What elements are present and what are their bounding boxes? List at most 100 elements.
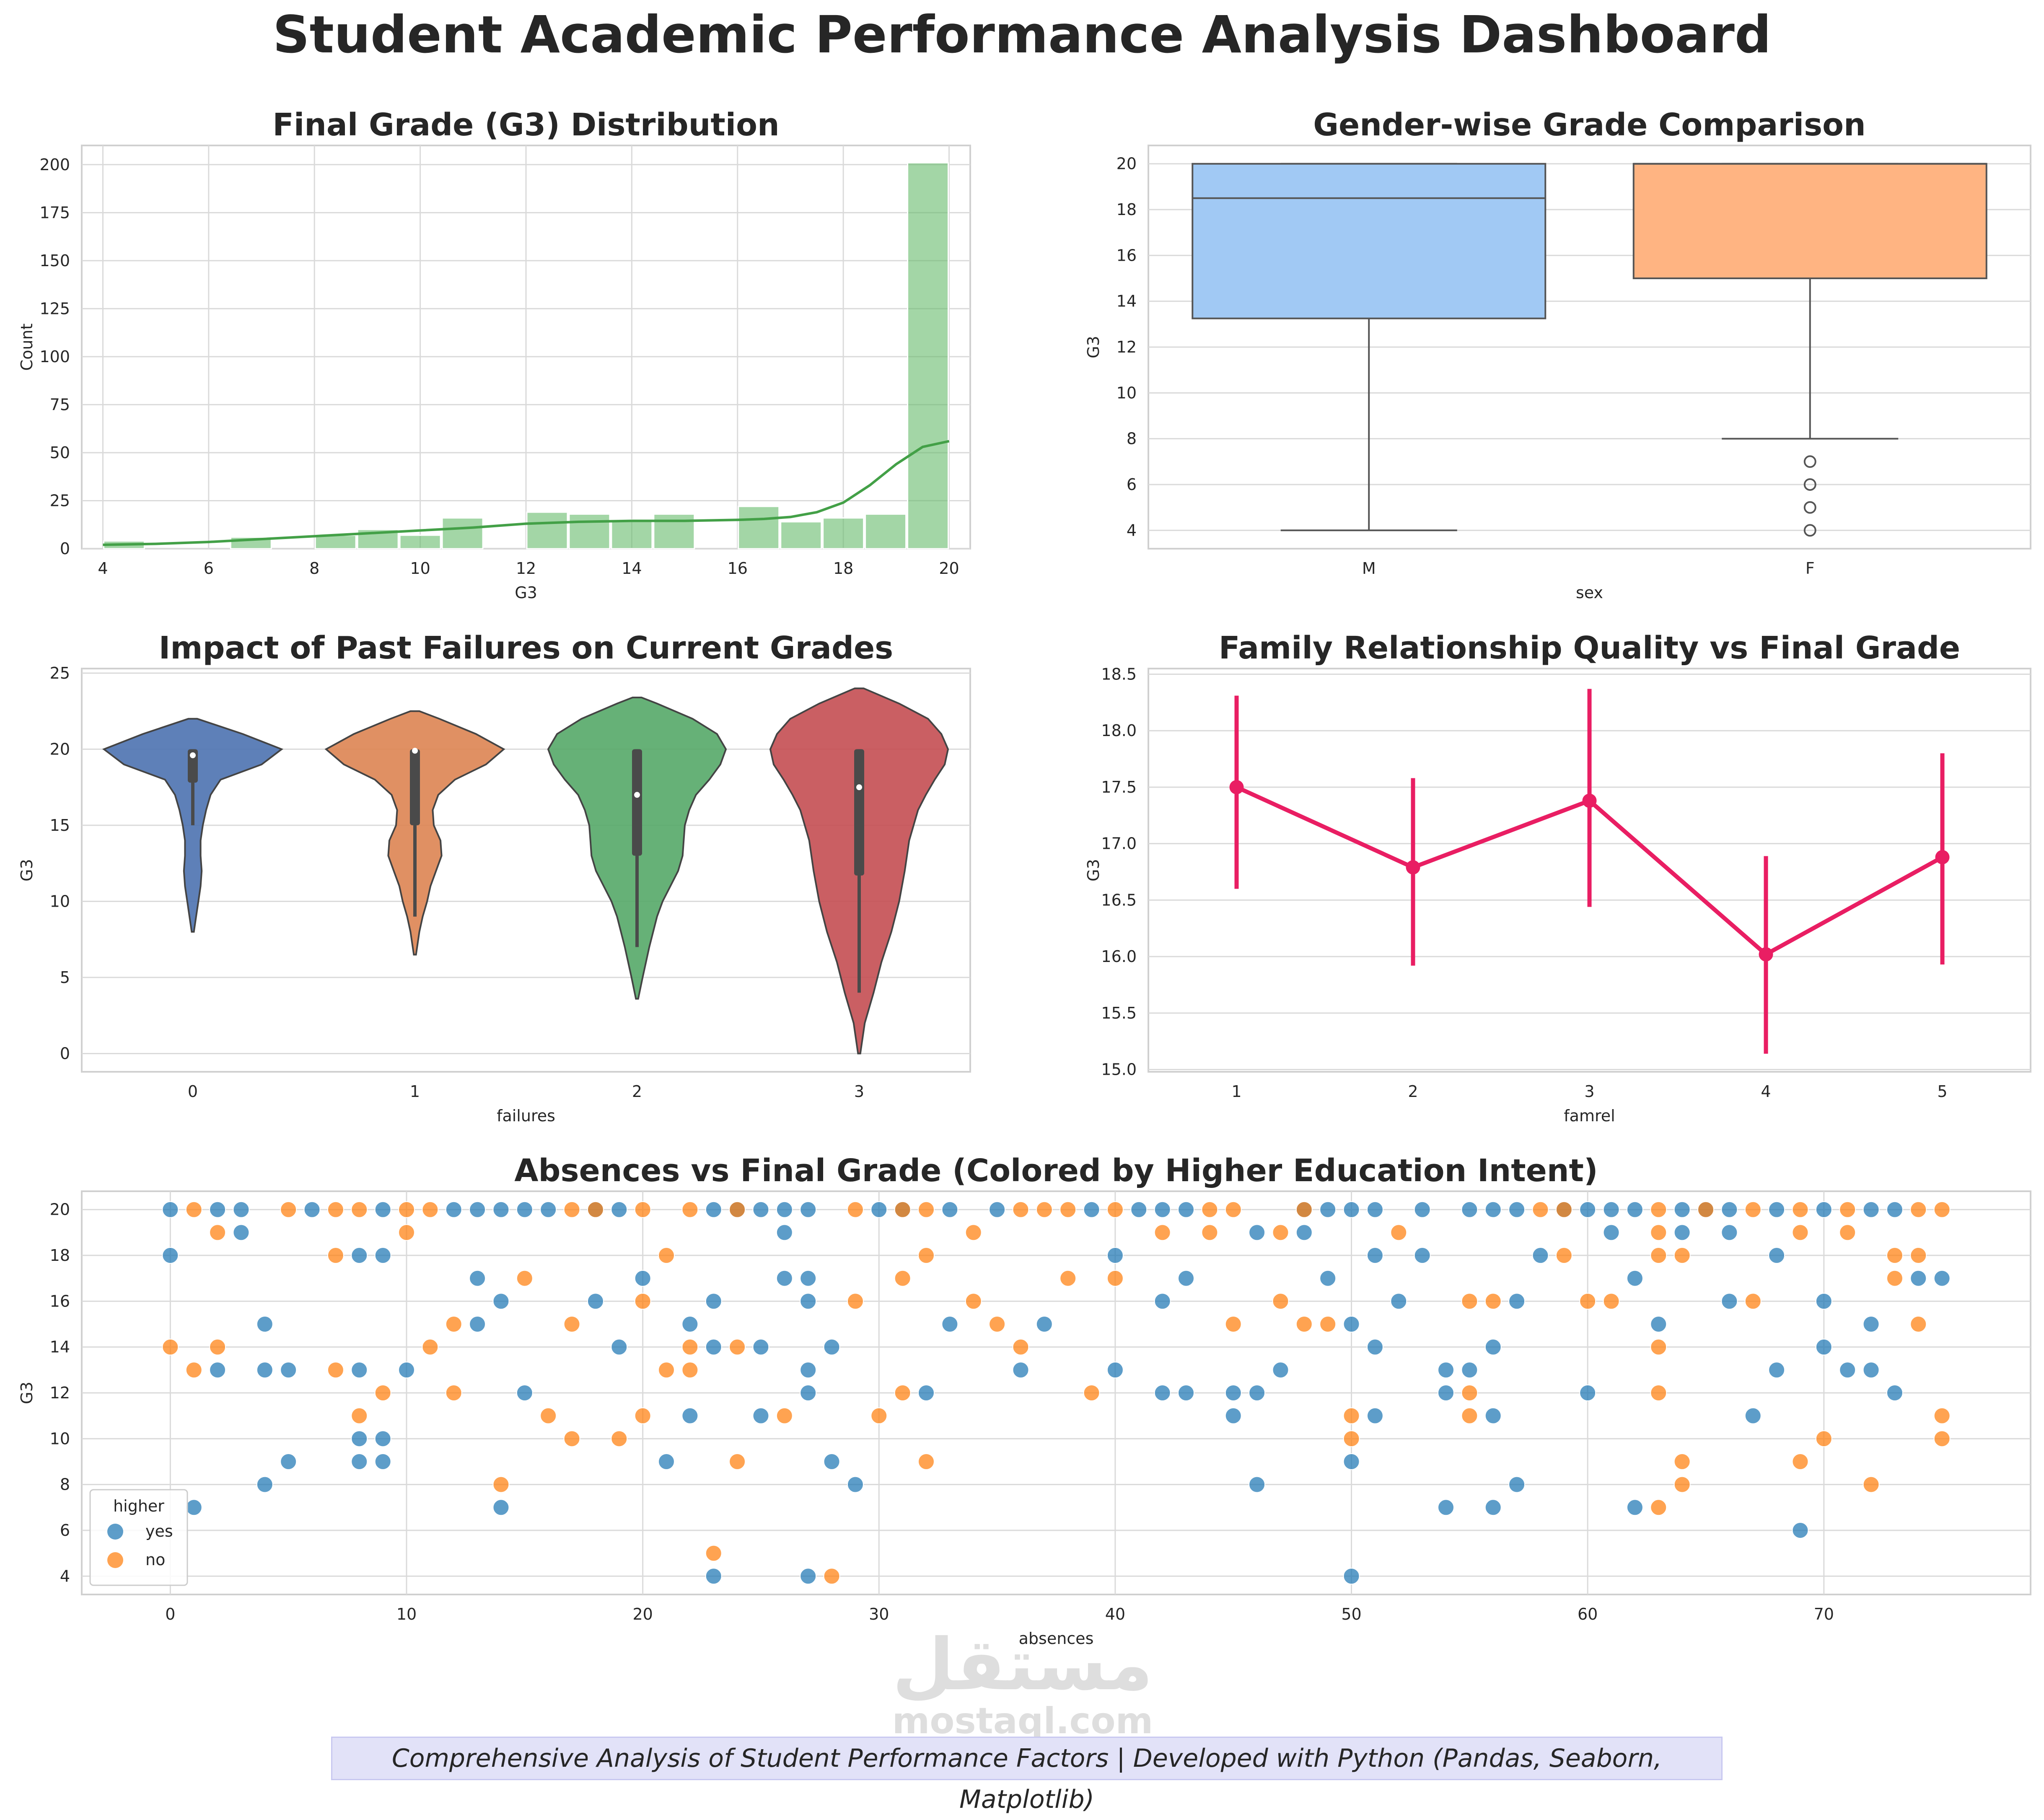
scatter-point-yes [800, 1361, 817, 1379]
scatter-point-yes [162, 1247, 179, 1264]
scatter-point-no [1933, 1201, 1951, 1218]
x-axis-label: famrel [1564, 1107, 1615, 1125]
histogram-bar [822, 517, 865, 550]
histogram-bar [568, 513, 611, 550]
mean-point [1229, 780, 1244, 794]
legend-marker-no [107, 1552, 123, 1568]
scatter-point-no [1674, 1247, 1691, 1264]
scatter-point-yes [752, 1201, 769, 1218]
scatter-point-yes [1579, 1201, 1596, 1218]
scatter-point-no [1933, 1430, 1951, 1447]
scatter-point-yes [1863, 1316, 1880, 1333]
scatter-point-yes [1461, 1201, 1478, 1218]
scatter-point-no [1106, 1270, 1124, 1287]
x-tick-label: 30 [869, 1605, 889, 1623]
scatter-point-no [1272, 1293, 1289, 1310]
scatter-point-yes [374, 1430, 391, 1447]
scatter-point-no [398, 1201, 415, 1218]
scatter-point-no [634, 1201, 651, 1218]
scatter-point-yes [1249, 1384, 1266, 1401]
scatter-point-no [1792, 1201, 1809, 1218]
scatter-point-yes [1886, 1384, 1903, 1401]
scatter-point-yes [1438, 1361, 1454, 1379]
scatter-point-no [989, 1316, 1006, 1333]
scatter-point-no [563, 1316, 580, 1333]
mean-point [1759, 947, 1773, 962]
scatter-point-yes [351, 1430, 368, 1447]
scatter-point-yes [469, 1270, 486, 1287]
y-axis-label: Count [18, 324, 36, 371]
mean-point [1582, 793, 1597, 808]
scatter-point-yes [1532, 1247, 1549, 1264]
scatter-point-no [729, 1453, 746, 1470]
scatter-point-no [1650, 1384, 1667, 1401]
scatter-point-yes [1225, 1407, 1242, 1424]
scatter-point-yes [776, 1270, 793, 1287]
scatter-point-yes [1508, 1201, 1526, 1218]
x-tick-label: 70 [1814, 1605, 1834, 1623]
scatter-point-no [587, 1201, 604, 1218]
legend-label: yes [145, 1522, 173, 1540]
y-axis-label: G3 [1084, 336, 1103, 358]
scatter-point-no [1555, 1201, 1573, 1218]
y-tick-label: 20 [50, 740, 70, 758]
scatter-point-no [1272, 1224, 1289, 1241]
y-tick-label: 20 [50, 1200, 70, 1219]
x-tick-label: 8 [309, 559, 319, 578]
scatter-point-no [1650, 1247, 1667, 1264]
scatter-point-yes [1083, 1201, 1100, 1218]
scatter-point-no [185, 1361, 202, 1379]
scatter-point-no [1060, 1201, 1077, 1218]
y-axis-label: G3 [18, 859, 36, 881]
scatter-point-no [729, 1338, 746, 1356]
scatter-point-yes [941, 1201, 959, 1218]
y-tick-label: 50 [50, 443, 70, 462]
scatter-point-yes [1438, 1384, 1454, 1401]
scatter-point-yes [800, 1568, 817, 1585]
scatter-point-no [847, 1293, 864, 1310]
scatter-point-yes [705, 1201, 722, 1218]
y-tick-label: 17.0 [1101, 835, 1137, 853]
scatter-point-no [492, 1476, 510, 1493]
scatter-point-yes [1721, 1201, 1738, 1218]
scatter-point-yes [1461, 1361, 1478, 1379]
scatter-point-no [185, 1201, 202, 1218]
scatter-point-no [327, 1361, 344, 1379]
y-tick-label: 5 [60, 968, 70, 987]
x-tick-label: 12 [516, 559, 536, 578]
scatter-point-yes [1626, 1499, 1643, 1516]
violin-median [856, 784, 862, 791]
scatter-point-no [445, 1316, 462, 1333]
legend: higher yes no [89, 1489, 188, 1586]
scatter-point-no [634, 1407, 651, 1424]
x-tick-label: 5 [1937, 1082, 1947, 1101]
scatter-point-no [327, 1247, 344, 1264]
scatter-point-yes [351, 1247, 368, 1264]
x-tick-label: 2 [1408, 1082, 1418, 1101]
x-tick-label: 10 [410, 559, 430, 578]
scatter-point-yes [1130, 1201, 1148, 1218]
y-tick-label: 4 [60, 1567, 70, 1585]
scatter-point-yes [1414, 1247, 1431, 1264]
scatter-point-yes [1366, 1338, 1383, 1356]
scatter-point-no [209, 1224, 226, 1241]
scatter-point-yes [1508, 1293, 1526, 1310]
scatter-point-yes [1343, 1568, 1360, 1585]
y-tick-label: 8 [60, 1475, 70, 1494]
y-tick-label: 25 [50, 491, 70, 510]
scatter-point-no [1083, 1384, 1100, 1401]
scatter-point-yes [800, 1293, 817, 1310]
scatter-point-no [965, 1293, 982, 1310]
scatter-point-yes [681, 1407, 699, 1424]
violin-median [412, 748, 418, 754]
legend-label: no [145, 1550, 165, 1569]
histogram-bar [526, 511, 568, 550]
scatter-point-no [870, 1407, 888, 1424]
chart-panel-3: Impact of Past Failures on Current Grade… [18, 630, 971, 1125]
chart-panel-5: Absences vs Final Grade (Colored by High… [18, 1153, 2031, 1648]
scatter-point-yes [351, 1361, 368, 1379]
scatter-point-yes [492, 1293, 510, 1310]
scatter-point-no [1532, 1201, 1549, 1218]
scatter-point-yes [1225, 1384, 1242, 1401]
